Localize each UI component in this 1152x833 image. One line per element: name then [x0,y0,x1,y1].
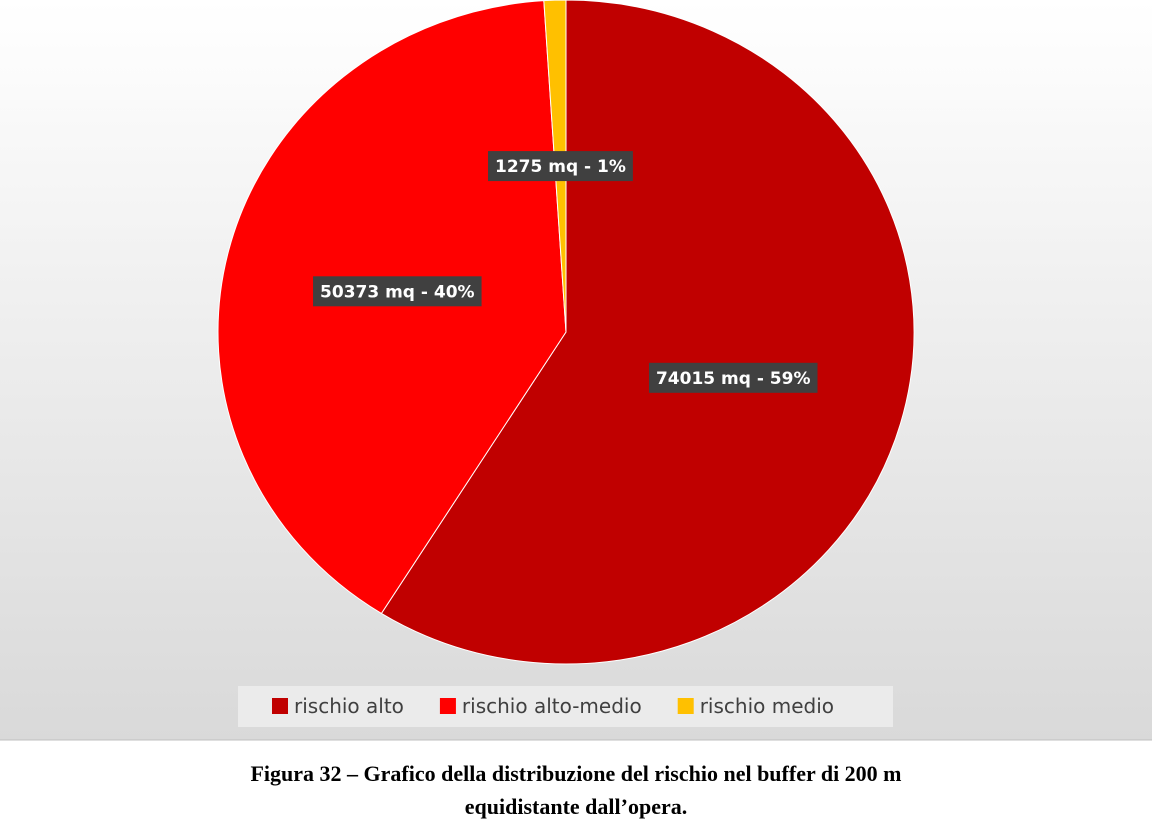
legend-label: rischio medio [700,694,834,718]
data-label: 50373 mq - 40% [320,282,475,302]
legend-label: rischio alto [294,694,404,718]
data-label: 1275 mq - 1% [495,157,626,177]
legend-label: rischio alto-medio [462,694,642,718]
legend-swatch [439,698,456,714]
data-label: 74015 mq - 59% [656,369,811,389]
pie-slice [217,0,567,615]
legend-swatch [272,698,288,714]
caption-line: Figura 32 – Grafico della distribuzione … [250,761,901,786]
data-label-box [648,362,818,393]
pie-slice [380,0,915,665]
legend-box [238,686,893,727]
data-label-box [313,276,482,307]
legend-swatch [677,698,694,714]
data-label-box [488,151,633,182]
caption-line: equidistante dall’opera. [465,794,687,819]
